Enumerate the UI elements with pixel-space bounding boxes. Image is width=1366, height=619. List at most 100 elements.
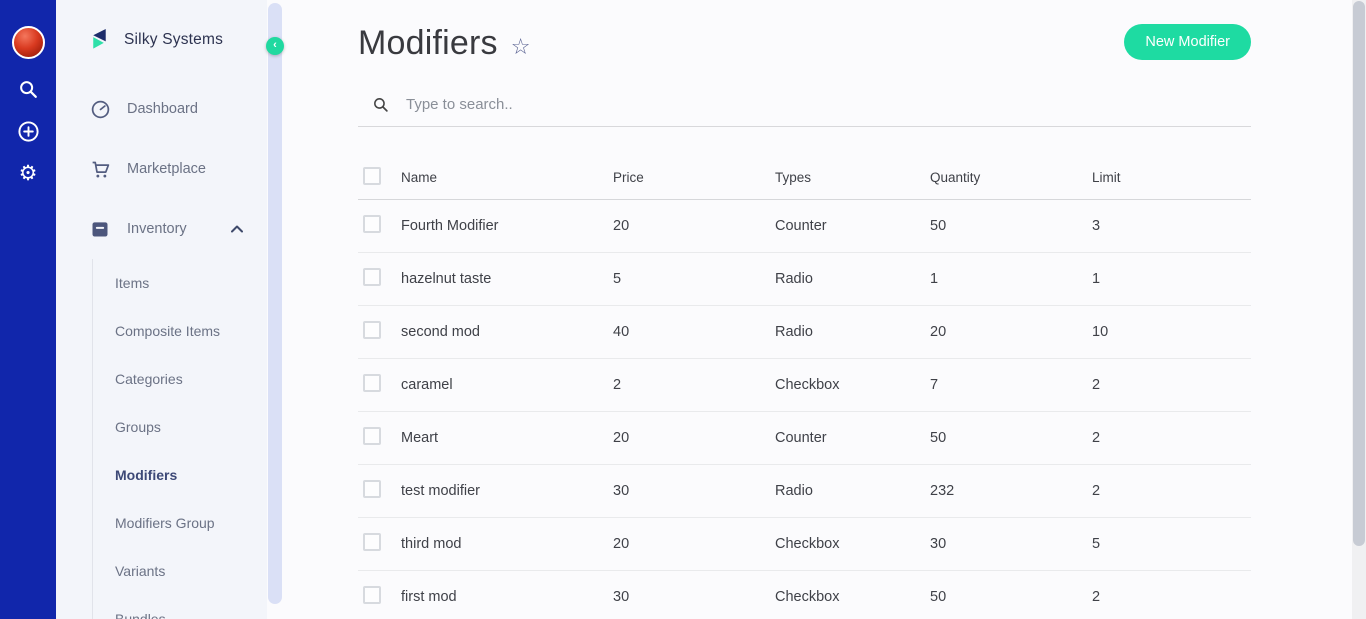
cell-limit: 2 xyxy=(1092,358,1251,412)
sub-item-label: Categories xyxy=(115,371,183,387)
row-checkbox[interactable] xyxy=(363,267,381,286)
cell-name: third mod xyxy=(401,517,613,571)
cell-price: 30 xyxy=(613,570,775,619)
sidebar-item-composite-items[interactable]: Composite Items xyxy=(56,307,267,355)
row-checkbox[interactable] xyxy=(363,532,381,551)
cell-types: Counter xyxy=(775,411,930,465)
cell-limit: 3 xyxy=(1092,199,1251,253)
sub-item-label: Groups xyxy=(115,419,161,435)
cell-price: 20 xyxy=(613,199,775,253)
sidebar: Silky Systems Dashboard Marketplace Inve… xyxy=(56,0,267,619)
cell-price: 40 xyxy=(613,305,775,359)
sidebar-scrollbar[interactable]: ‹ xyxy=(266,0,284,619)
cell-quantity: 30 xyxy=(930,517,1092,571)
sidebar-collapse-button[interactable]: ‹ xyxy=(266,37,284,55)
sidebar-item-dashboard[interactable]: Dashboard xyxy=(56,79,267,139)
star-outline-icon[interactable]: ☆ xyxy=(510,35,531,60)
row-checkbox[interactable] xyxy=(363,479,381,498)
cell-name: second mod xyxy=(401,305,613,359)
cell-types: Checkbox xyxy=(775,517,930,571)
column-header-price[interactable]: Price xyxy=(613,156,775,200)
table-row[interactable]: hazelnut taste 5 Radio 1 1 xyxy=(358,252,1251,306)
sidebar-item-modifiers-group[interactable]: Modifiers Group xyxy=(56,499,267,547)
sidebar-item-categories[interactable]: Categories xyxy=(56,355,267,403)
inventory-box-icon xyxy=(89,218,111,240)
sidebar-scrollbar-thumb[interactable] xyxy=(268,3,282,604)
cell-quantity: 50 xyxy=(930,570,1092,619)
cell-quantity: 1 xyxy=(930,252,1092,306)
cell-name: test modifier xyxy=(401,464,613,518)
select-all-checkbox[interactable] xyxy=(363,166,381,185)
table-row[interactable]: caramel 2 Checkbox 7 2 xyxy=(358,358,1251,412)
row-checkbox[interactable] xyxy=(363,585,381,604)
cell-types: Counter xyxy=(775,199,930,253)
cell-price: 30 xyxy=(613,464,775,518)
table-row[interactable]: third mod 20 Checkbox 30 5 xyxy=(358,517,1251,571)
search-icon[interactable] xyxy=(16,77,40,101)
row-checkbox[interactable] xyxy=(363,214,381,233)
cell-types: Checkbox xyxy=(775,570,930,619)
sidebar-item-variants[interactable]: Variants xyxy=(56,547,267,595)
table-row[interactable]: Meart 20 Counter 50 2 xyxy=(358,411,1251,465)
sidebar-item-inventory[interactable]: Inventory xyxy=(56,199,267,259)
cell-types: Checkbox xyxy=(775,358,930,412)
sub-item-label: Bundles xyxy=(115,611,166,619)
table-row[interactable]: test modifier 30 Radio 232 2 xyxy=(358,464,1251,518)
cell-name: hazelnut taste xyxy=(401,252,613,306)
sidebar-item-bundles[interactable]: Bundles xyxy=(56,595,267,619)
table-header-row: Name Price Types Quantity Limit xyxy=(358,156,1251,200)
shopping-cart-icon xyxy=(89,158,111,180)
cell-limit: 5 xyxy=(1092,517,1251,571)
cell-quantity: 232 xyxy=(930,464,1092,518)
table-row[interactable]: second mod 40 Radio 20 10 xyxy=(358,305,1251,359)
column-header-name[interactable]: Name xyxy=(401,156,613,200)
sub-item-label: Items xyxy=(115,275,150,291)
cell-name: Fourth Modifier xyxy=(401,199,613,253)
search-icon xyxy=(374,98,388,112)
cell-types: Radio xyxy=(775,252,930,306)
cell-price: 20 xyxy=(613,411,775,465)
brand-name: Silky Systems xyxy=(124,30,224,48)
sidebar-item-label: Marketplace xyxy=(127,161,206,177)
sub-item-label: Variants xyxy=(115,563,166,579)
cell-types: Radio xyxy=(775,464,930,518)
plus-circle-icon[interactable] xyxy=(16,119,40,143)
inventory-subnav: Items Composite Items Categories Groups … xyxy=(56,259,267,619)
table-row[interactable]: Fourth Modifier 20 Counter 50 3 xyxy=(358,199,1251,253)
new-modifier-button[interactable]: New Modifier xyxy=(1124,24,1251,60)
dashboard-gauge-icon xyxy=(89,98,111,120)
brand[interactable]: Silky Systems xyxy=(56,0,267,79)
sidebar-item-groups[interactable]: Groups xyxy=(56,403,267,451)
window-scrollbar[interactable] xyxy=(1352,0,1366,619)
sidebar-item-modifiers[interactable]: Modifiers xyxy=(56,451,267,499)
column-header-quantity[interactable]: Quantity xyxy=(930,156,1092,200)
sidebar-item-items[interactable]: Items xyxy=(56,259,267,307)
row-checkbox[interactable] xyxy=(363,320,381,339)
sidebar-item-label: Inventory xyxy=(127,221,187,237)
cell-limit: 2 xyxy=(1092,464,1251,518)
cell-limit: 2 xyxy=(1092,570,1251,619)
sub-item-label: Composite Items xyxy=(115,323,221,339)
column-header-types[interactable]: Types xyxy=(775,156,930,200)
cell-limit: 10 xyxy=(1092,305,1251,359)
sub-item-label: Modifiers Group xyxy=(115,515,215,531)
sidebar-item-label: Dashboard xyxy=(127,101,198,117)
chevron-up-icon[interactable] xyxy=(231,220,243,238)
table-row[interactable]: first mod 30 Checkbox 50 2 xyxy=(358,570,1251,619)
cell-name: first mod xyxy=(401,570,613,619)
row-checkbox[interactable] xyxy=(363,373,381,392)
row-checkbox[interactable] xyxy=(363,426,381,445)
main-content: Modifiers ☆ New Modifier Name Price Type… xyxy=(283,0,1352,619)
silky-logo-icon xyxy=(93,28,106,49)
window-scrollbar-thumb[interactable] xyxy=(1353,1,1365,546)
user-avatar[interactable] xyxy=(11,26,45,59)
cell-quantity: 7 xyxy=(930,358,1092,412)
search-input[interactable] xyxy=(406,96,1106,113)
cell-price: 2 xyxy=(613,358,775,412)
gear-icon[interactable]: ⚙ xyxy=(18,160,38,185)
cell-price: 20 xyxy=(613,517,775,571)
sidebar-item-marketplace[interactable]: Marketplace xyxy=(56,139,267,199)
column-header-limit[interactable]: Limit xyxy=(1092,156,1251,200)
sub-item-label: Modifiers xyxy=(115,467,178,483)
